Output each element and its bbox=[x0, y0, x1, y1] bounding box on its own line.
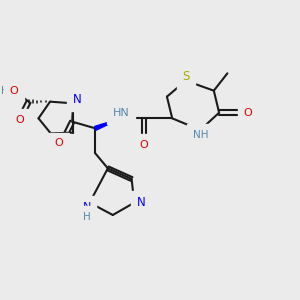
Text: N: N bbox=[73, 93, 82, 106]
Text: S: S bbox=[182, 70, 189, 83]
Text: H: H bbox=[2, 86, 9, 96]
Text: N: N bbox=[137, 196, 146, 209]
Text: H: H bbox=[83, 212, 91, 222]
Text: NH: NH bbox=[193, 130, 208, 140]
Text: O: O bbox=[140, 140, 148, 150]
Text: N: N bbox=[82, 202, 91, 212]
Polygon shape bbox=[94, 118, 121, 130]
Text: O: O bbox=[55, 138, 63, 148]
Text: O: O bbox=[243, 108, 252, 118]
Text: O: O bbox=[16, 115, 24, 125]
Text: HN: HN bbox=[113, 108, 129, 118]
Text: O: O bbox=[10, 86, 18, 96]
